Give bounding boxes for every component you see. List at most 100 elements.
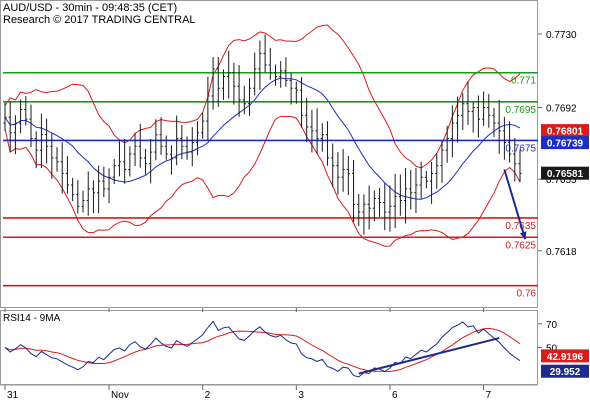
price-bar bbox=[169, 145, 174, 175]
price-bar bbox=[247, 78, 252, 116]
price-axis-label-3: 0.7618 bbox=[546, 247, 577, 258]
rsi-ma-line bbox=[4, 327, 521, 373]
price-bar bbox=[502, 117, 506, 160]
chart-copyright: Research © 2017 TRADING CENTRAL bbox=[3, 14, 196, 26]
projection-arrow-head bbox=[519, 231, 527, 240]
price-bar bbox=[331, 143, 335, 188]
rsi-title: RSI14 - 9MA bbox=[3, 313, 61, 324]
price-bar bbox=[362, 194, 366, 235]
rsi-trendline bbox=[358, 337, 500, 375]
price-bar bbox=[29, 104, 33, 148]
price-bar bbox=[429, 161, 434, 204]
rsi-badge-1-text: 29.952 bbox=[550, 367, 581, 378]
price-bar bbox=[299, 77, 304, 128]
price-bar bbox=[117, 139, 122, 177]
price-bar bbox=[507, 121, 512, 163]
price-bar bbox=[91, 180, 96, 214]
price-bar bbox=[372, 190, 376, 222]
price-bar bbox=[123, 139, 127, 184]
price-bar bbox=[128, 146, 132, 177]
level-label-5: 0.76 bbox=[517, 289, 537, 300]
price-bar bbox=[279, 61, 283, 88]
price-bar bbox=[487, 94, 491, 128]
price-bar bbox=[50, 133, 54, 179]
price-bar bbox=[159, 117, 163, 155]
price-bar bbox=[403, 168, 408, 224]
price-bar bbox=[383, 183, 387, 231]
price-bar bbox=[81, 190, 85, 213]
price-bar bbox=[39, 113, 44, 169]
time-axis-label-0: 31 bbox=[7, 390, 19, 400]
price-bar bbox=[65, 156, 70, 194]
price-bar bbox=[424, 171, 428, 189]
price-bar bbox=[294, 81, 298, 104]
price-bar bbox=[143, 148, 148, 175]
price-bar bbox=[86, 171, 90, 216]
time-axis-label-4: 6 bbox=[392, 390, 398, 400]
level-label-1: 0.7695 bbox=[505, 105, 536, 116]
price-bar bbox=[409, 170, 413, 210]
price-bar bbox=[461, 93, 465, 130]
price-bar bbox=[185, 136, 189, 160]
price-bar bbox=[513, 137, 517, 182]
price-panel: 0.7710.76950.76750.76350.76250.760.77300… bbox=[3, 24, 589, 300]
price-bar bbox=[367, 185, 371, 230]
price-bar bbox=[440, 140, 444, 183]
price-bar bbox=[97, 165, 101, 214]
price-bar bbox=[518, 149, 522, 183]
price-bar bbox=[164, 135, 168, 160]
price-bar bbox=[195, 121, 200, 156]
price-bar bbox=[55, 147, 59, 172]
price-bar bbox=[258, 40, 262, 91]
price-bar bbox=[154, 119, 158, 161]
price-bar bbox=[102, 166, 106, 198]
price-bar bbox=[476, 95, 480, 138]
price-bar bbox=[3, 102, 7, 132]
price-bar bbox=[497, 100, 501, 154]
time-axis-label-3: 3 bbox=[298, 390, 304, 400]
price-bar bbox=[466, 81, 470, 125]
price-axis-label-0: 0.7730 bbox=[546, 30, 577, 41]
level-label-0: 0.771 bbox=[511, 76, 536, 87]
price-bar bbox=[107, 168, 111, 204]
price-bar bbox=[393, 173, 397, 229]
price-bar bbox=[325, 121, 330, 166]
rsi-line bbox=[4, 320, 521, 378]
price-bar bbox=[315, 108, 319, 154]
price-bar bbox=[211, 56, 215, 110]
price-bar bbox=[13, 115, 18, 155]
price-bar bbox=[112, 158, 116, 184]
time-axis-label-5: 7 bbox=[486, 390, 492, 400]
price-bar bbox=[180, 124, 184, 160]
price-bar bbox=[268, 47, 272, 80]
price-badge-0-text: 0.76801 bbox=[547, 127, 584, 138]
price-bar bbox=[221, 69, 226, 100]
level-label-2: 0.7675 bbox=[505, 143, 536, 154]
price-bar bbox=[357, 193, 361, 226]
price-bar bbox=[492, 107, 496, 138]
rsi-axis-label-1: 50 bbox=[546, 344, 558, 355]
price-badge-2-text: 0.76581 bbox=[547, 169, 584, 180]
price-axis-label-1: 0.7692 bbox=[546, 104, 577, 115]
price-bar bbox=[435, 153, 439, 189]
price-bar bbox=[60, 142, 64, 194]
price-bar bbox=[273, 64, 278, 86]
price-bar bbox=[351, 159, 356, 222]
price-bar bbox=[227, 50, 231, 99]
price-bar bbox=[341, 149, 345, 192]
price-bar bbox=[398, 174, 402, 216]
rsi-badge-0-text: 42.9196 bbox=[547, 352, 584, 363]
price-bar bbox=[24, 95, 28, 126]
price-bar bbox=[320, 123, 324, 152]
price-bar bbox=[45, 118, 49, 164]
price-bar bbox=[206, 76, 210, 141]
price-bar bbox=[201, 112, 205, 139]
moving-average-line bbox=[4, 77, 521, 200]
price-bar bbox=[450, 105, 454, 158]
price-bar bbox=[346, 155, 350, 195]
lower-band-line bbox=[4, 115, 521, 247]
price-bar bbox=[414, 168, 418, 213]
price-bar bbox=[388, 185, 392, 232]
